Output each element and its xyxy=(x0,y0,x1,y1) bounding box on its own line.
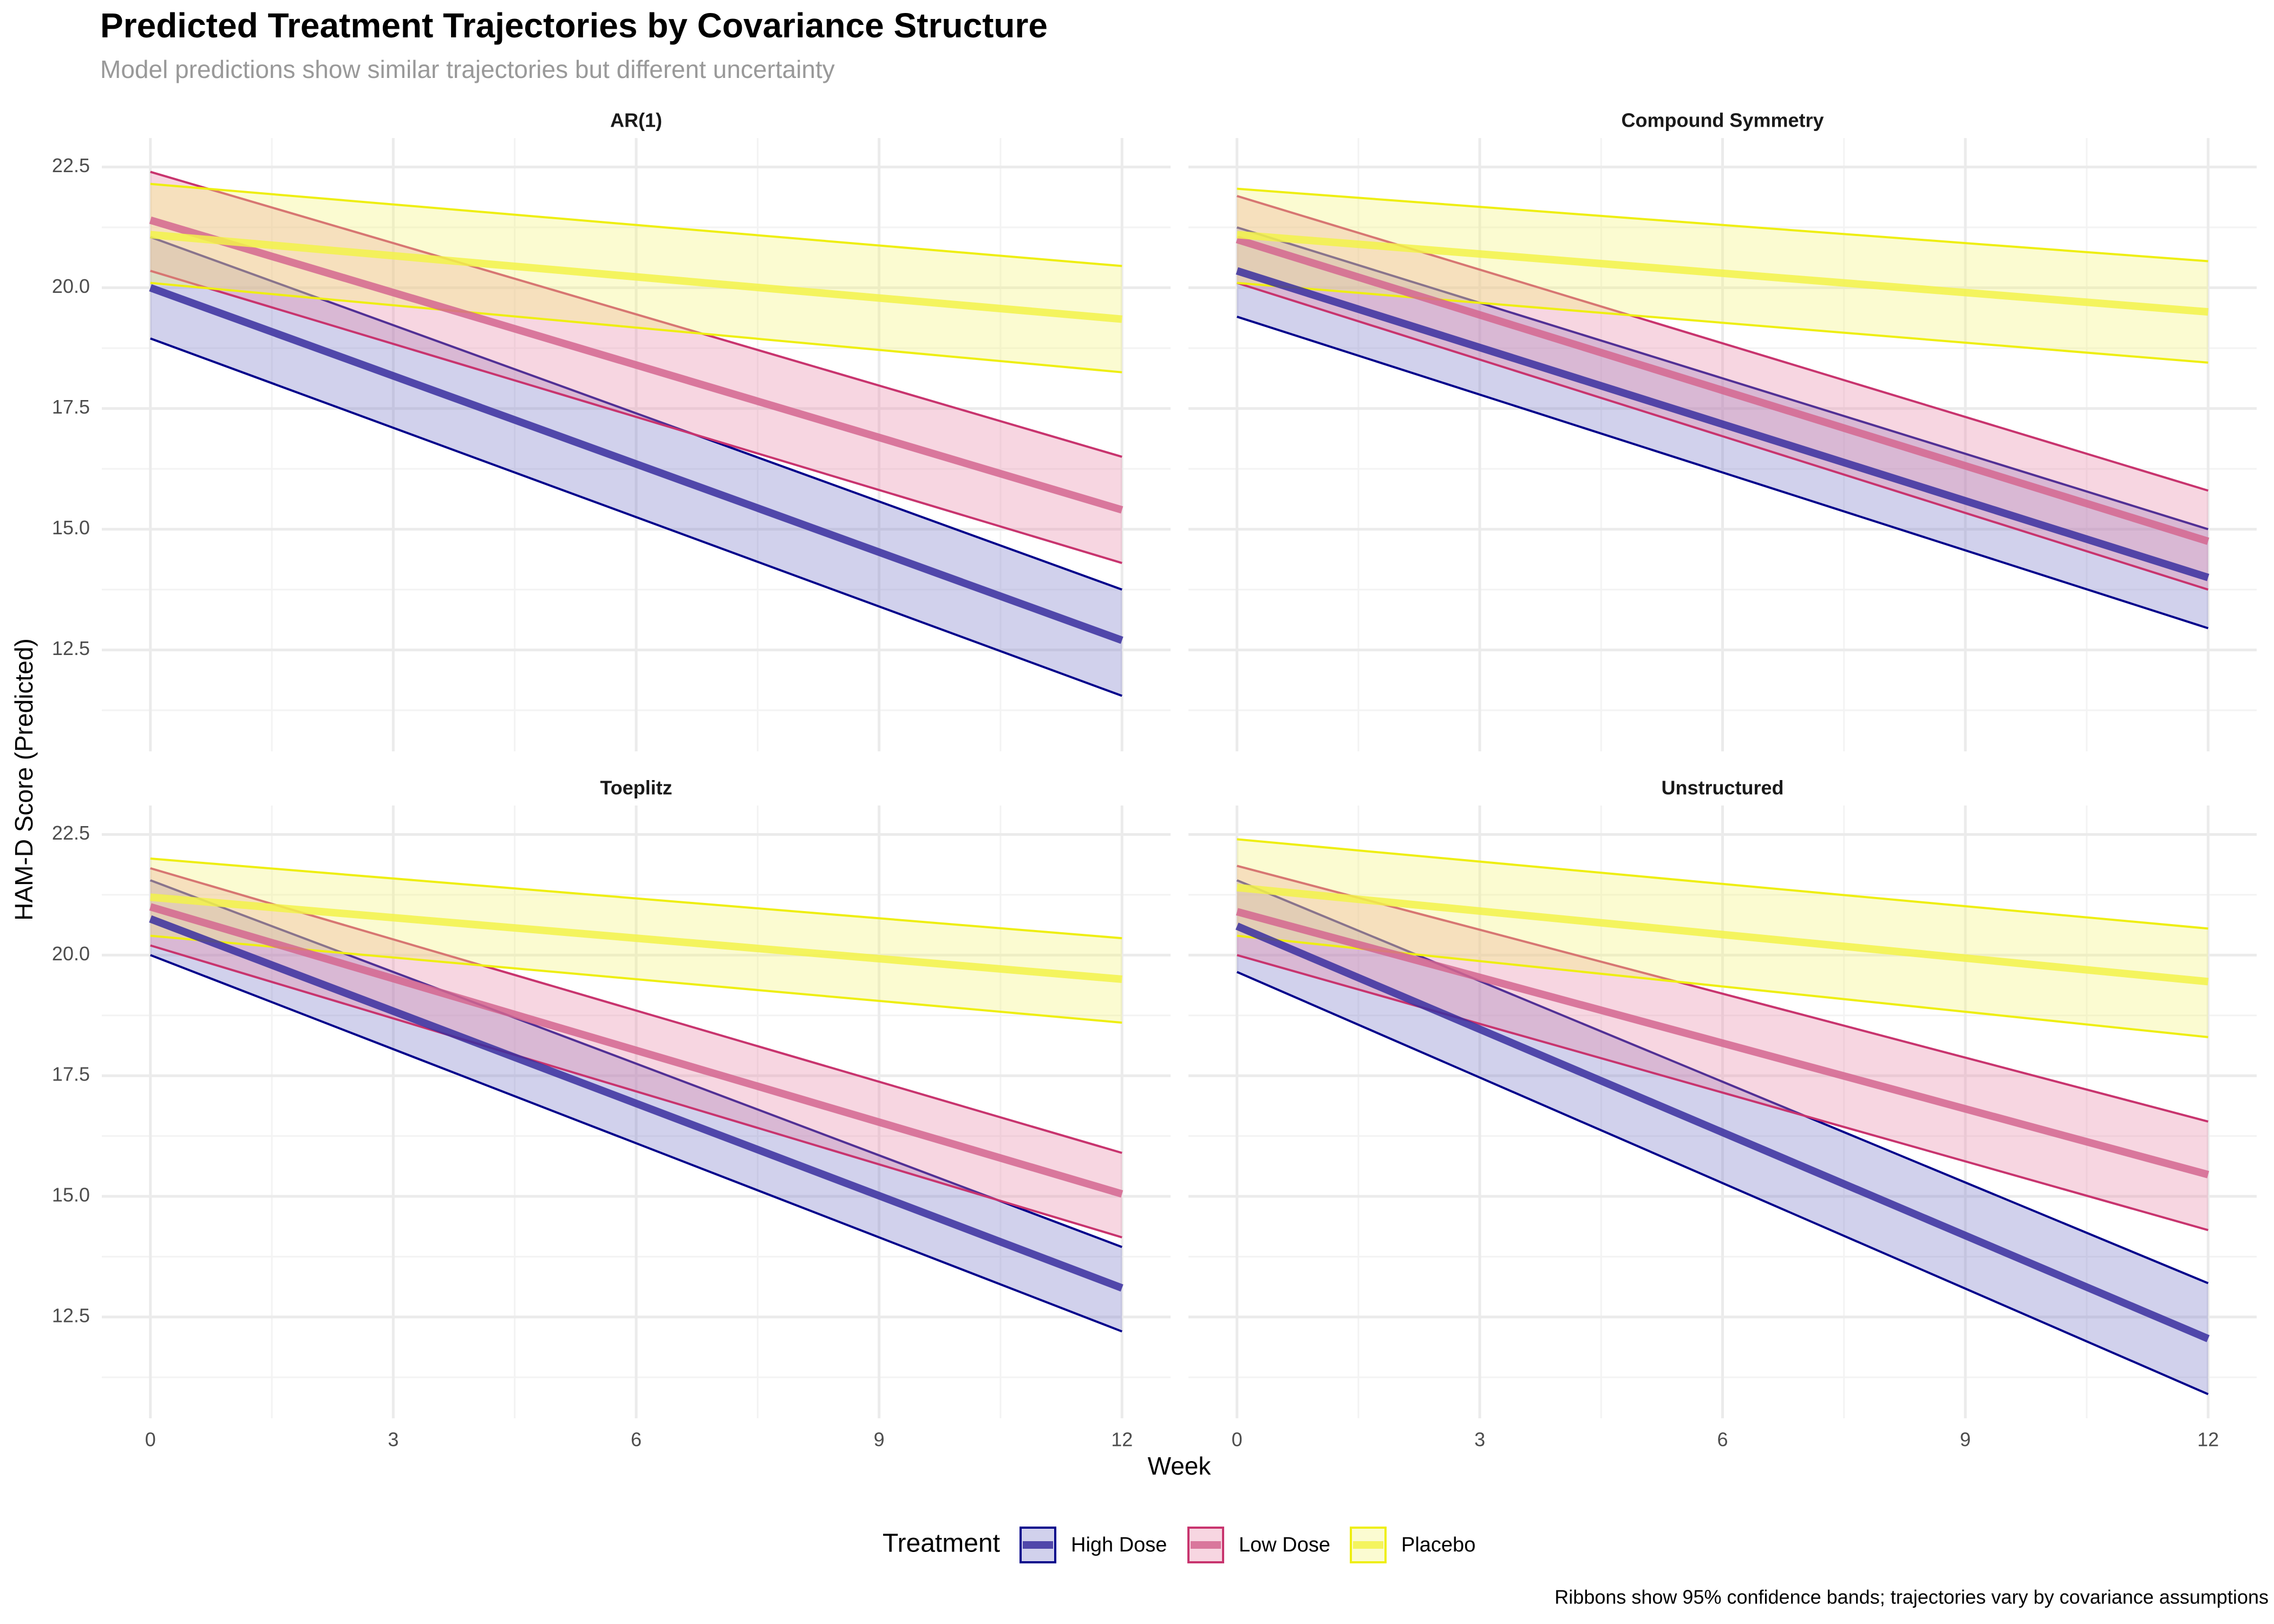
x-axis-label: Week xyxy=(1148,1452,1212,1480)
ribbon-edge xyxy=(150,954,1122,1333)
ribbon-edge xyxy=(150,281,1122,374)
panel-title: AR(1) xyxy=(610,109,662,132)
ribbon-edge xyxy=(1237,838,2208,930)
trajectory-line xyxy=(149,284,1123,644)
x-tick-label: 12 xyxy=(2197,1429,2219,1451)
y-tick-label: 15.0 xyxy=(52,516,90,539)
panel: Compound Symmetry xyxy=(1188,109,2257,751)
x-tick-label: 3 xyxy=(1474,1429,1485,1451)
ribbon-edge xyxy=(1237,865,2208,1123)
y-tick-label: 17.5 xyxy=(52,1063,90,1085)
trajectory-line xyxy=(149,903,1123,1198)
panel: Toeplitz 12.5 15.0 17.5 20.0 22.5 0 3 6 9 12 xyxy=(52,777,1171,1451)
y-tick-label: 22.5 xyxy=(52,154,90,176)
chart-subtitle: Model predictions show similar trajector… xyxy=(100,55,835,83)
panel-title: Unstructured xyxy=(1661,777,1783,799)
y-tick-label: 15.0 xyxy=(52,1183,90,1206)
legend-label: Low Dose xyxy=(1239,1534,1330,1556)
y-tick-label: 12.5 xyxy=(52,637,90,659)
ribbon-edge xyxy=(150,270,1122,564)
ribbon-edge xyxy=(150,337,1122,697)
legend-label: High Dose xyxy=(1071,1534,1167,1556)
x-tick-label: 6 xyxy=(1717,1429,1728,1451)
panel: Unstructured 0 3 6 9 12 xyxy=(1188,777,2257,1451)
ribbon-edge xyxy=(150,857,1122,940)
trajectory-line xyxy=(150,231,1122,323)
x-tick-label: 6 xyxy=(631,1429,642,1451)
ribbon-edge xyxy=(1237,954,2208,1232)
y-tick-label: 12.5 xyxy=(52,1304,90,1326)
chart-title: Predicted Treatment Trajectories by Cova… xyxy=(100,6,1048,45)
legend-title: Treatment xyxy=(883,1529,1000,1558)
y-tick-label: 22.5 xyxy=(52,822,90,844)
ribbon-edge xyxy=(150,934,1122,1024)
trajectory-line xyxy=(1236,235,2210,545)
trajectory-line xyxy=(1235,922,2210,1343)
ribbon-edge xyxy=(1237,226,2208,531)
ribbon-edge xyxy=(150,171,1122,458)
y-tick-label: 17.5 xyxy=(52,396,90,418)
ribbon-edge xyxy=(150,236,1122,591)
y-axis-label: HAM-D Score (Predicted) xyxy=(10,638,38,920)
ribbon-edge xyxy=(1236,879,2209,1285)
x-tick-label: 9 xyxy=(1960,1429,1971,1451)
confidence-ribbon xyxy=(1237,880,2208,1394)
ribbon-edge xyxy=(150,867,1122,1154)
panel-title: Compound Symmetry xyxy=(1621,109,1824,132)
trajectory-line xyxy=(1236,908,2210,1178)
x-tick-label: 3 xyxy=(388,1429,398,1451)
ribbon-edge xyxy=(1237,281,2208,591)
panel: AR(1) 12.5 15.0 17.5 20.0 22.5 xyxy=(52,109,1171,751)
ribbon-edge xyxy=(150,879,1122,1248)
legend-label: Placebo xyxy=(1401,1534,1475,1556)
confidence-ribbon xyxy=(1237,866,2208,1230)
x-tick-label: 0 xyxy=(1232,1429,1243,1451)
x-tick-label: 12 xyxy=(1111,1429,1133,1451)
y-tick-label: 20.0 xyxy=(52,942,90,965)
ribbon-edge xyxy=(1236,971,2209,1396)
y-tick-label: 20.0 xyxy=(52,275,90,297)
ribbon-edge xyxy=(150,182,1122,267)
trajectory-line xyxy=(1237,883,2208,986)
ribbon-edge xyxy=(1237,281,2208,364)
x-tick-label: 0 xyxy=(145,1429,156,1451)
trajectory-line xyxy=(149,915,1123,1292)
panel-title: Toeplitz xyxy=(600,777,672,799)
caption: Ribbons show 95% confidence bands; traje… xyxy=(1554,1586,2269,1608)
x-tick-label: 9 xyxy=(874,1429,885,1451)
trajectory-line xyxy=(1236,267,2210,581)
ribbon-edge xyxy=(1237,187,2208,263)
trajectory-line xyxy=(150,893,1122,983)
trajectory-line xyxy=(1237,231,2208,316)
trajectory-line xyxy=(149,216,1123,514)
ribbon-edge xyxy=(1237,316,2208,630)
ribbon-edge xyxy=(150,944,1122,1239)
